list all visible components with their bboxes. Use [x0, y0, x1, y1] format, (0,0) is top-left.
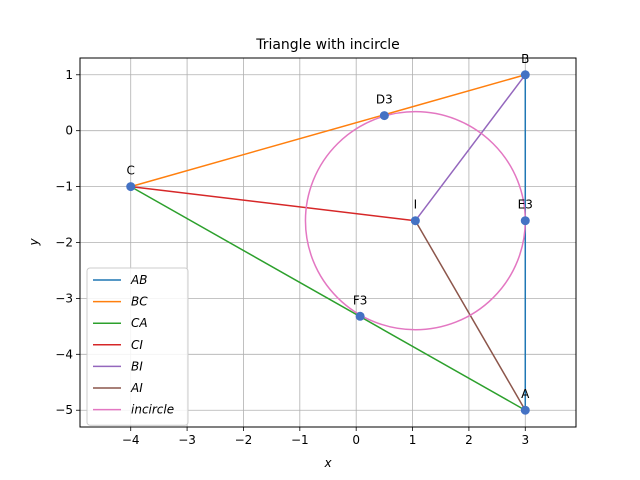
point-E3-label: E3 [518, 198, 533, 212]
chart-title: Triangle with incircle [255, 37, 400, 53]
series-CI-line [130, 185, 416, 222]
y-tick-label: 0 [65, 124, 73, 138]
legend-label-AB: AB [130, 273, 147, 287]
y-tick-label: −4 [55, 347, 73, 361]
x-tick-label: 0 [352, 433, 360, 447]
point-I-marker [410, 216, 420, 226]
legend-label-CI: CI [131, 338, 143, 352]
y-tick-label: 1 [65, 68, 73, 82]
x-tick-label: 3 [521, 433, 529, 447]
y-tick-label: −2 [55, 236, 73, 250]
y-tick-label: −5 [55, 403, 73, 417]
point-C-marker [126, 182, 136, 192]
legend-box [86, 267, 189, 426]
x-axis-label: x [323, 456, 332, 470]
x-tick-label: 1 [409, 433, 417, 447]
y-axis-label: y [27, 238, 41, 247]
series-CA-line [130, 185, 526, 411]
y-tick-label: −1 [55, 180, 73, 194]
point-F3-marker [355, 311, 365, 321]
legend-label-BI: BI [131, 359, 143, 373]
legend-label-incircle: incircle [131, 403, 174, 417]
x-tick-label: −4 [122, 433, 140, 447]
point-A-marker [520, 405, 530, 415]
point-D3-label: D3 [376, 93, 393, 107]
point-D3-marker [379, 111, 389, 121]
point-C-label: C [127, 164, 135, 178]
x-tick-label: −2 [235, 433, 253, 447]
point-B-label: B [521, 52, 529, 66]
x-axis-ticks: −4 −3 −2 −1 0 1 2 3 [122, 427, 529, 447]
point-B-marker [520, 70, 530, 80]
point-E3-marker [520, 216, 530, 226]
x-tick-label: −3 [178, 433, 196, 447]
point-I-label: I [414, 198, 418, 212]
plot-frame [79, 57, 577, 428]
x-tick-label: −1 [291, 433, 309, 447]
point-F3-label: F3 [353, 293, 368, 307]
point-A-label: A [521, 387, 530, 401]
x-tick-label: 2 [465, 433, 473, 447]
series-BC-line [130, 74, 526, 188]
y-tick-label: −3 [55, 291, 73, 305]
legend: AB BC CA CI BI AI incircle [86, 267, 189, 426]
legend-label-AI: AI [130, 381, 143, 395]
y-axis-ticks: −5 −4 −3 −2 −1 0 1 [55, 68, 80, 417]
series-BI-line [414, 74, 526, 222]
legend-label-BC: BC [131, 295, 148, 309]
legend-label-CA: CA [131, 316, 148, 330]
